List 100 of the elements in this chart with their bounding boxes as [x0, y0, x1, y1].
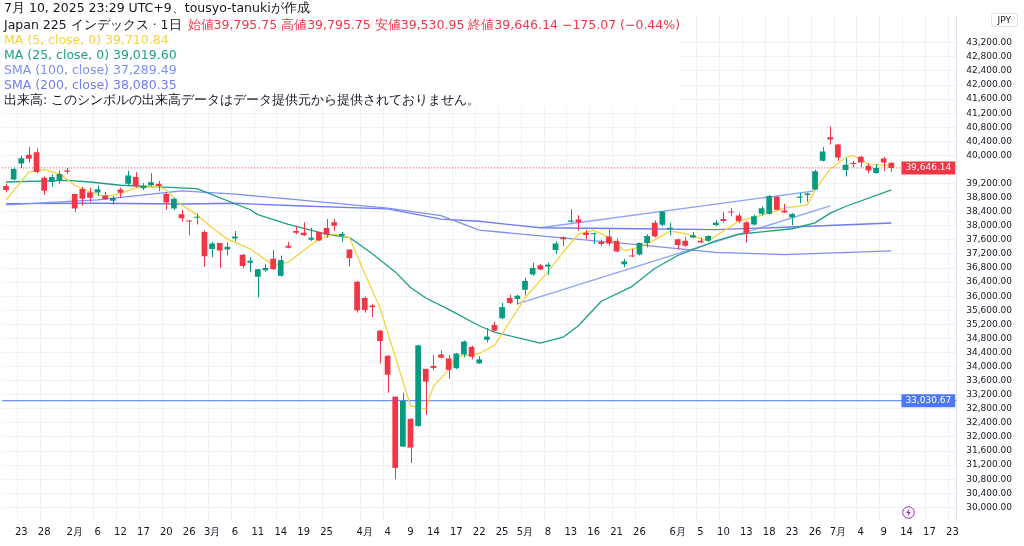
- y-tick-label: 31,200.00: [966, 459, 1013, 470]
- ref-line-label: 39,646.14: [905, 162, 952, 173]
- chart-subtitle: 始値39,795.75 高値39,795.75 安値39,530.95 終値39,646.14 −175.07 (−0.44%): [187, 17, 681, 32]
- x-tick-label: 16: [587, 525, 601, 537]
- y-tick-label: 36,400.00: [966, 276, 1013, 287]
- candlestick: [109, 195, 116, 206]
- x-tick-label: 26: [808, 525, 822, 537]
- x-tick-label: 19: [297, 525, 311, 537]
- candlestick: [125, 170, 131, 186]
- candlestick: [743, 220, 750, 243]
- annotation: 出来高: このシンボルの出来高データはデータ提供元から提供されておりません。: [4, 92, 482, 107]
- candlestick: [163, 192, 170, 211]
- x-tick-label: 11: [251, 525, 265, 537]
- y-tick-label: 33,200.00: [966, 389, 1013, 400]
- y-tick-label: 41,200.00: [966, 107, 1013, 118]
- y-tick-label: 36,000.00: [966, 290, 1013, 301]
- text: SMA (200, close) 38,080.35: [4, 77, 177, 92]
- x-tick-label: 2月: [66, 525, 83, 537]
- x-tick-label: 26: [182, 525, 196, 537]
- x-tick-label: 12: [114, 525, 127, 537]
- text: SMA (100, close) 37,289.49: [4, 62, 177, 77]
- x-tick-label: 6: [94, 525, 101, 537]
- x-tick-label: 23: [946, 525, 959, 537]
- x-tick-label: 26: [633, 525, 646, 537]
- y-tick-label: 30,400.00: [966, 487, 1013, 498]
- candlestick: [545, 262, 551, 276]
- y-tick-label: 40,000.00: [966, 149, 1013, 160]
- y-tick-label: 38,800.00: [966, 192, 1013, 203]
- y-tick-label: 34,000.00: [966, 360, 1013, 371]
- y-tick-label: 38,000.00: [966, 220, 1013, 231]
- candlestick: [331, 218, 338, 232]
- candlestick: [445, 354, 452, 380]
- y-tick-label: 32,000.00: [966, 431, 1013, 442]
- y-tick-label: 30,000.00: [966, 501, 1013, 512]
- y-tick-label: 38,400.00: [966, 206, 1013, 217]
- y-tick-label: 42,400.00: [966, 65, 1013, 76]
- candlestick: [308, 227, 315, 242]
- x-tick-label: 5月: [516, 525, 534, 537]
- candlestick: [659, 210, 666, 227]
- candlestick: [476, 355, 483, 365]
- x-tick-label: 10: [717, 525, 730, 537]
- x-tick-label: 20: [159, 525, 173, 537]
- x-tick-label: 23: [785, 525, 799, 537]
- x-tick-label: 6月: [669, 525, 686, 537]
- x-tick-label: 23: [14, 525, 28, 537]
- candlestick: [255, 268, 261, 298]
- y-tick-label: 34,400.00: [966, 346, 1013, 357]
- candlestick: [216, 242, 223, 269]
- y-tick-label: 33,600.00: [966, 375, 1013, 385]
- candlestick: [102, 191, 109, 201]
- candlestick: [438, 349, 444, 359]
- y-axis-title: JPY: [990, 13, 1018, 27]
- text: MA (5, close, 0) 39,710.84: [4, 32, 169, 47]
- x-tick-label: 4: [857, 525, 864, 537]
- x-tick-label: 7月: [829, 525, 847, 537]
- x-tick-label: 9: [407, 525, 414, 537]
- y-tick-label: 32,800.00: [966, 403, 1013, 414]
- x-tick-label: 9: [880, 525, 887, 537]
- x-tick-label: 5: [697, 525, 704, 537]
- y-tick-label: 34,800.00: [966, 332, 1013, 343]
- candlestick: [293, 225, 299, 235]
- candlestick: [537, 263, 544, 271]
- x-tick-label: 22: [472, 525, 486, 537]
- chart-title: Japan 225 インデックス · 1日: [4, 17, 182, 32]
- y-tick-label: 36,800.00: [966, 262, 1013, 273]
- candlestick: [522, 277, 528, 296]
- candlestick: [247, 256, 254, 273]
- x-tick-label: 8: [544, 525, 552, 537]
- y-tick-label: 39,200.00: [966, 177, 1013, 188]
- text: MA (25, close, 0) 39,019.60: [4, 47, 177, 62]
- x-tick-label: 14: [900, 525, 913, 537]
- y-tick-label: 40,800.00: [966, 121, 1013, 132]
- x-tick-label: 21: [610, 525, 623, 537]
- candlestick: [690, 231, 696, 239]
- x-tick-label: 3月: [203, 525, 221, 537]
- x-tick-label: 14: [427, 525, 440, 537]
- x-tick-label: 13: [739, 525, 753, 537]
- candlestick: [812, 169, 818, 191]
- y-tick-label: 42,000.00: [966, 79, 1013, 90]
- candlestick: [827, 125, 834, 145]
- y-tick-label: 35,600.00: [966, 304, 1013, 315]
- x-tick-label: 17: [449, 525, 463, 537]
- x-tick-label: 4: [384, 525, 391, 537]
- x-tick-label: 13: [564, 525, 578, 537]
- y-tick-label: 41,600.00: [966, 93, 1013, 104]
- candlestick: [209, 241, 215, 258]
- ref-line-label: 33,030.67: [905, 395, 952, 406]
- x-tick-label: 17: [923, 525, 936, 537]
- text: 7月 10, 2025 23:29 UTC+9、tousyo-tanukiが作成: [4, 0, 310, 17]
- x-tick-label: 4月: [356, 525, 373, 537]
- y-tick-label: 40,400.00: [966, 135, 1013, 146]
- y-tick-label: 42,800.00: [966, 51, 1013, 62]
- candlestick: [560, 236, 567, 247]
- y-tick-label: 37,600.00: [966, 234, 1013, 245]
- x-tick-label: 25: [320, 525, 333, 537]
- y-tick-label: 37,200.00: [966, 248, 1013, 259]
- x-tick-label: 17: [137, 525, 150, 537]
- y-tick-label: 43,200.00: [966, 37, 1013, 48]
- x-tick-label: 28: [37, 525, 51, 537]
- y-tick-label: 32,400.00: [966, 417, 1013, 428]
